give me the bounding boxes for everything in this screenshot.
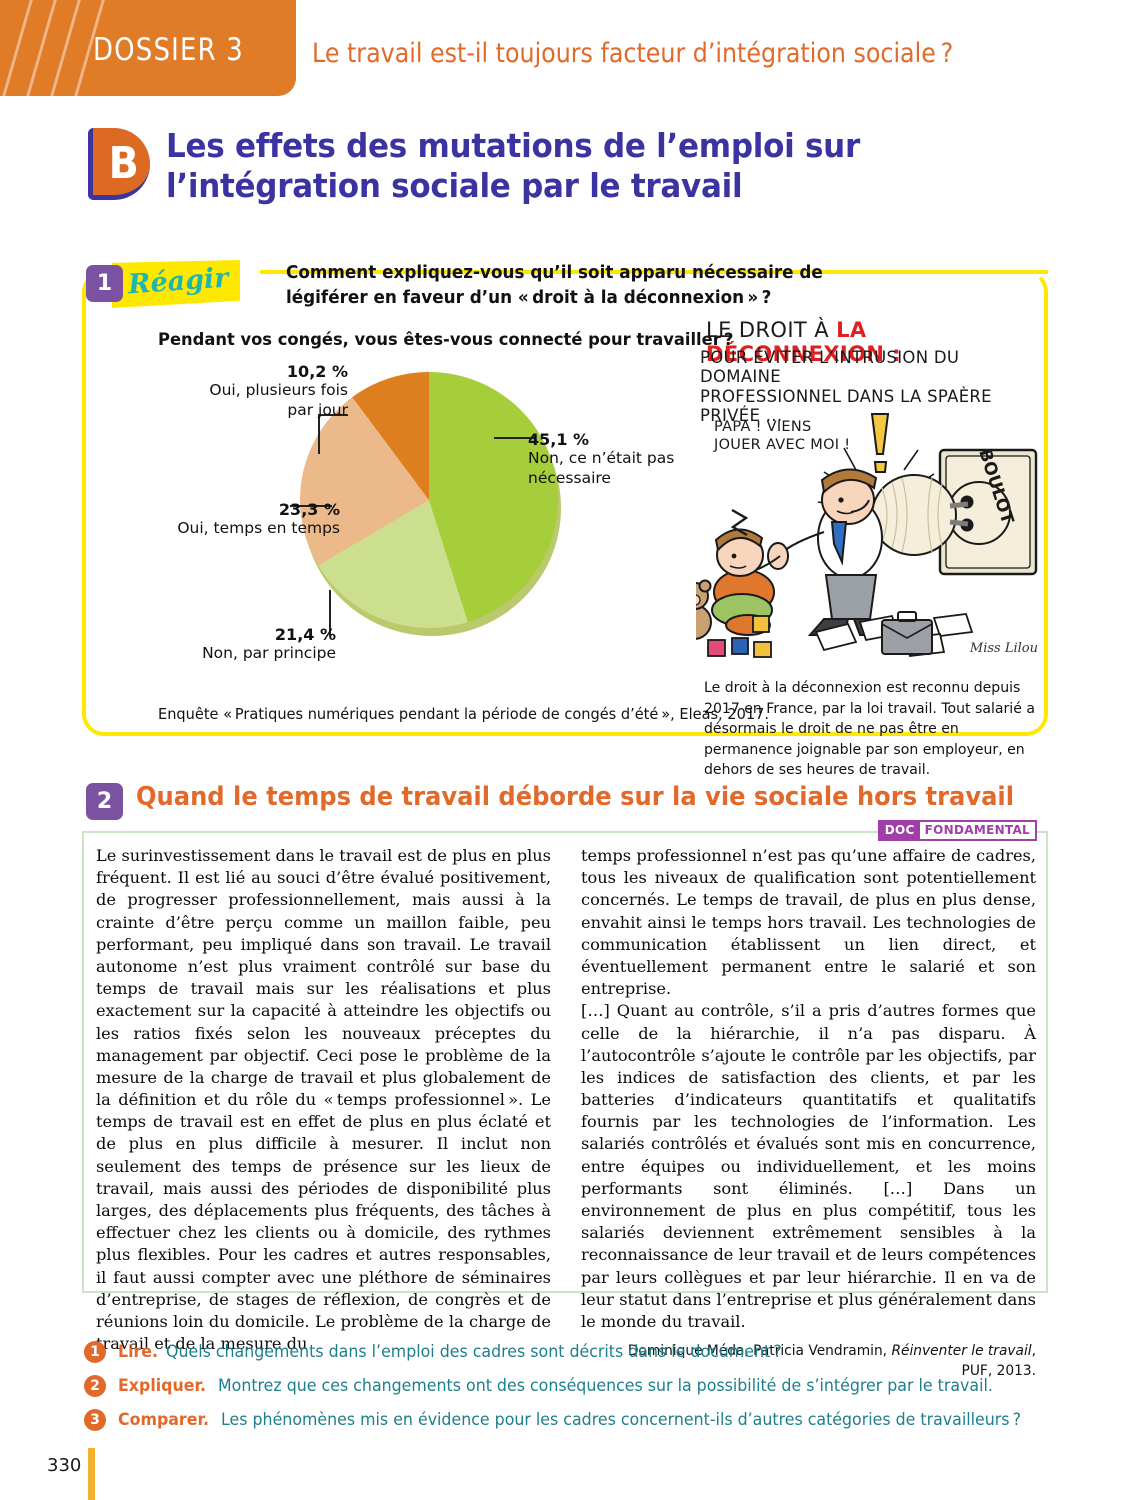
document-credit: Dominique Méda, Patricia Vendramin, Réin… xyxy=(595,1342,1036,1381)
credit-publisher: , PUF, 2013. xyxy=(961,1343,1036,1379)
section-b-heading: B Les effets des mutations de l’emploi s… xyxy=(88,126,1028,207)
pie-label-oui-temps-en-temps: 23,3 % Oui, temps en temps xyxy=(170,500,340,539)
dossier-banner: DOSSIER 3 xyxy=(0,0,296,96)
activity2-title: Quand le temps de travail déborde sur la… xyxy=(136,782,1014,812)
leader-line-c xyxy=(290,505,332,507)
document-frame xyxy=(82,831,1048,1293)
section-letter-badge: B xyxy=(88,128,150,200)
dossier-label: DOSSIER 3 xyxy=(93,32,244,68)
document-column-right: temps professionnel n’est pas qu’une aff… xyxy=(581,845,1036,1379)
section-letter: B xyxy=(108,138,139,189)
leader-line-a xyxy=(318,414,320,454)
doc-badge-fondamental: FONDAMENTAL xyxy=(919,822,1035,839)
cartoon-headline: LE DROIT À LA DÉCONNEXION : xyxy=(706,318,1044,366)
leader-line-b xyxy=(494,437,536,439)
cartoon-caption: Le droit à la déconnexion est reconnu de… xyxy=(704,680,1035,779)
pie-label-oui-plusieurs-fois: 10,2 % Oui, plusieurs fois par jour xyxy=(188,362,348,421)
pie-label-value: 23,3 % xyxy=(278,500,340,519)
document-paragraph: Le surinvestissement dans le travail est… xyxy=(96,846,551,1354)
question-text: Les phénomènes mis en évidence pour les … xyxy=(220,1410,1021,1430)
cartoon-headline-plain: LE DROIT À xyxy=(706,318,837,342)
cartoon-illustration: LE DROIT À LA DÉCONNEXION : POUR ÉVITER … xyxy=(696,318,1044,658)
pie-label-value: 21,4 % xyxy=(274,625,336,644)
activity1-frame-top-edge xyxy=(260,270,1048,274)
questions-list: 1 Lire. Quels changements dans l’emploi … xyxy=(84,1335,1044,1437)
pie-label-non-par-principe: 21,4 % Non, par principe xyxy=(190,625,336,664)
question-item: 2 Expliquer. Montrez que ces changements… xyxy=(84,1369,1044,1403)
doc-fondamental-badge: DOC FONDAMENTAL xyxy=(877,820,1037,841)
chart-title: Pendant vos congés, vous êtes-vous conne… xyxy=(158,330,734,350)
cartoon-headline-red: LA DÉCONNEXION : xyxy=(706,318,901,366)
pie-label-desc: Oui, plusieurs fois par jour xyxy=(209,381,348,419)
activity2-number-badge: 2 xyxy=(86,783,123,820)
leader-line-d xyxy=(329,590,331,636)
cartoon-drawing: BOULOT xyxy=(696,413,1038,658)
pie-label-desc: Non, par principe xyxy=(202,644,336,662)
pie-label-value: 10,2 % xyxy=(286,362,348,381)
activity1-frame xyxy=(82,270,1048,736)
chart-source: Enquête « Pratiques numériques pendant l… xyxy=(158,705,769,723)
document-paragraph: […] Quant au contrôle, s’il a pris d’aut… xyxy=(581,1001,1036,1331)
leader-line-a2 xyxy=(318,414,348,416)
pie-label-desc: Non, ce n’était pas nécessaire xyxy=(528,449,675,487)
dossier-question: Le travail est-il toujours facteur d’int… xyxy=(312,38,954,69)
document-column-left: Le surinvestissement dans le travail est… xyxy=(96,845,551,1353)
section-b-title: Les effets des mutations de l’emploi sur… xyxy=(166,126,860,206)
reagir-banner xyxy=(112,260,240,308)
page-number: 330 xyxy=(47,1455,82,1476)
pie-label-value: 45,1 % xyxy=(528,430,590,449)
pie-chart xyxy=(300,372,562,636)
question-item: 3 Comparer. Les phénomènes mis en éviden… xyxy=(84,1403,1044,1437)
question-verb: Comparer. xyxy=(118,1410,209,1430)
credit-title: Réinventer le travail xyxy=(891,1343,1032,1360)
question-text: Quels changements dans l’emploi des cadr… xyxy=(166,1342,782,1362)
document-columns: Le surinvestissement dans le travail est… xyxy=(96,845,1036,1379)
question-text: Montrez que ces changements ont des cons… xyxy=(217,1376,993,1396)
activity1-question: Comment expliquez-vous qu’il soit apparu… xyxy=(286,263,823,308)
cartoon-subline: POUR ÉVITER L’INTRUSION DU DOMAINE PROFES… xyxy=(700,348,992,426)
credit-authors: Dominique Méda, Patricia Vendramin, xyxy=(627,1343,892,1360)
question-number: 1 xyxy=(84,1341,106,1363)
question-item: 1 Lire. Quels changements dans l’emploi … xyxy=(84,1335,1044,1369)
question-verb: Expliquer. xyxy=(118,1376,207,1396)
activity1-number-badge: 1 xyxy=(86,265,123,302)
pie-label-non-pas-necessaire: 45,1 % Non, ce n’était pas nécessaire xyxy=(528,430,718,489)
cartoon-signature: Miss Lilou xyxy=(969,641,1038,656)
page-accent-bar xyxy=(88,1448,95,1500)
question-number: 3 xyxy=(84,1409,106,1431)
cartoon-speech-bubble: PAPA ! VIENS JOUER AVEC MOI ! xyxy=(714,419,851,454)
pie-label-desc: Oui, temps en temps xyxy=(177,519,340,537)
question-verb: Lire. xyxy=(118,1342,159,1362)
document-paragraph: temps professionnel n’est pas qu’une aff… xyxy=(581,846,1036,999)
question-number: 2 xyxy=(84,1375,106,1397)
doc-badge-doc: DOC xyxy=(879,822,920,839)
